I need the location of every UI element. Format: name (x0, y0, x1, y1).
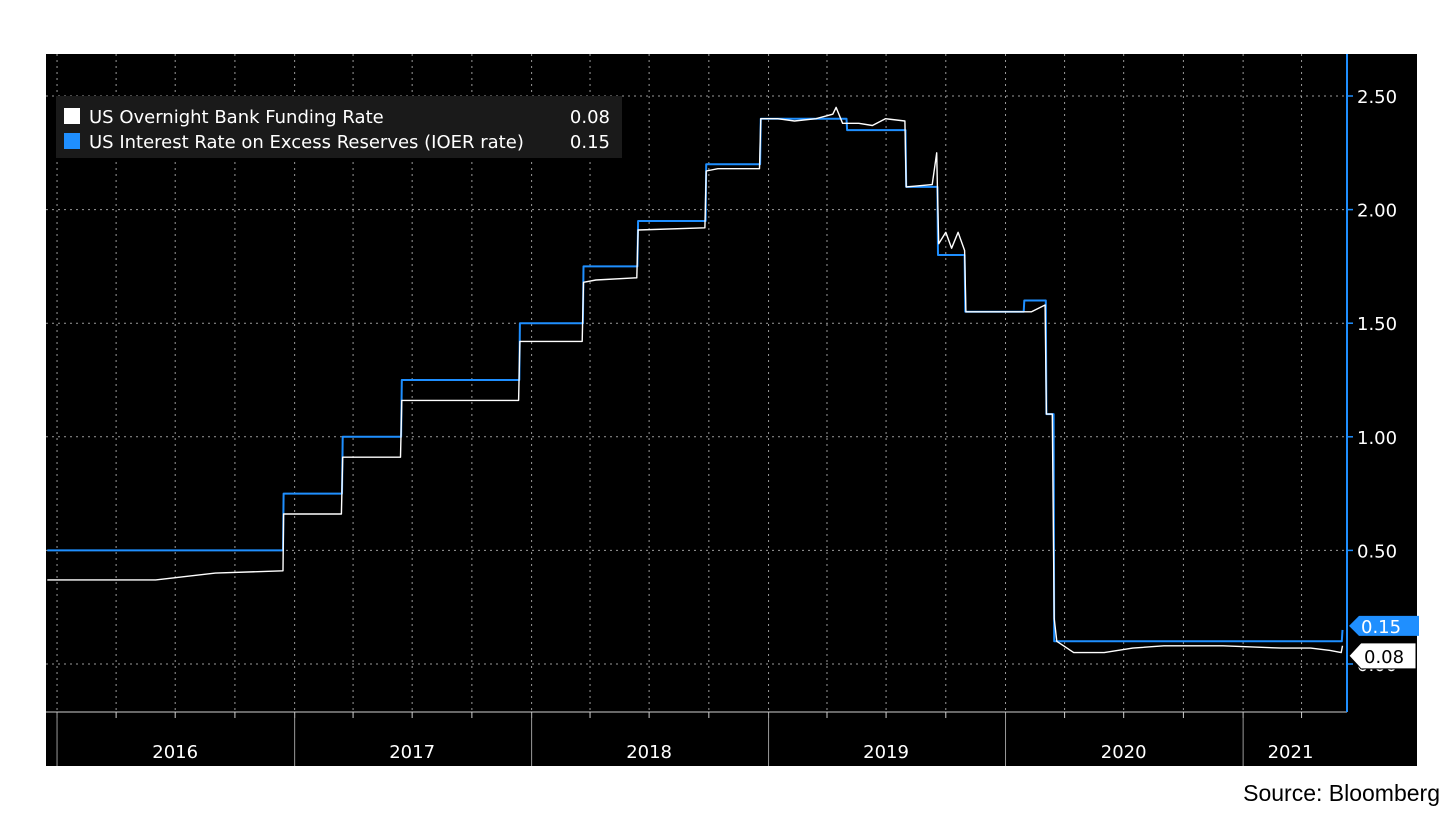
series-layer (47, 106, 1344, 654)
grid (46, 54, 1347, 712)
legend-swatch (64, 133, 80, 149)
y-tick-label: 2.50 (1357, 87, 1397, 108)
last-value-tag-funding (1348, 642, 1417, 670)
last-value-tag-ioer (1349, 615, 1419, 636)
legend-label: US Interest Rate on Excess Reserves (IOE… (89, 132, 524, 153)
x-tick-label: 2019 (863, 742, 909, 763)
source-note: Source: Bloomberg (1243, 780, 1440, 806)
y-tick-label: 0.50 (1357, 541, 1397, 562)
legend-swatch (64, 108, 80, 124)
chart-background (46, 54, 1417, 766)
last-value-labels: 0.15 0.08 (1348, 615, 1419, 670)
x-tick-label: 2020 (1101, 742, 1147, 763)
y-tick-label: 2.00 (1357, 201, 1397, 222)
x-tick-label: 2021 (1268, 742, 1314, 763)
y-tick-label: 1.00 (1357, 428, 1397, 449)
legend-label: US Overnight Bank Funding Rate (89, 107, 384, 128)
x-tick-label: 2017 (389, 742, 435, 763)
x-tick-label: 2016 (152, 742, 198, 763)
legend-value: 0.15 (570, 132, 610, 153)
last-value-label-funding: 0.08 (1364, 647, 1404, 668)
legend-value: 0.08 (570, 107, 610, 128)
x-tick-label: 2018 (626, 742, 672, 763)
last-value-label-ioer: 0.15 (1361, 617, 1401, 638)
series-line-funding-rate (47, 106, 1344, 654)
y-tick-label: 1.50 (1357, 314, 1397, 335)
legend: US Overnight Bank Funding Rate 0.08 US Int… (56, 96, 622, 158)
legend-box (56, 96, 622, 158)
